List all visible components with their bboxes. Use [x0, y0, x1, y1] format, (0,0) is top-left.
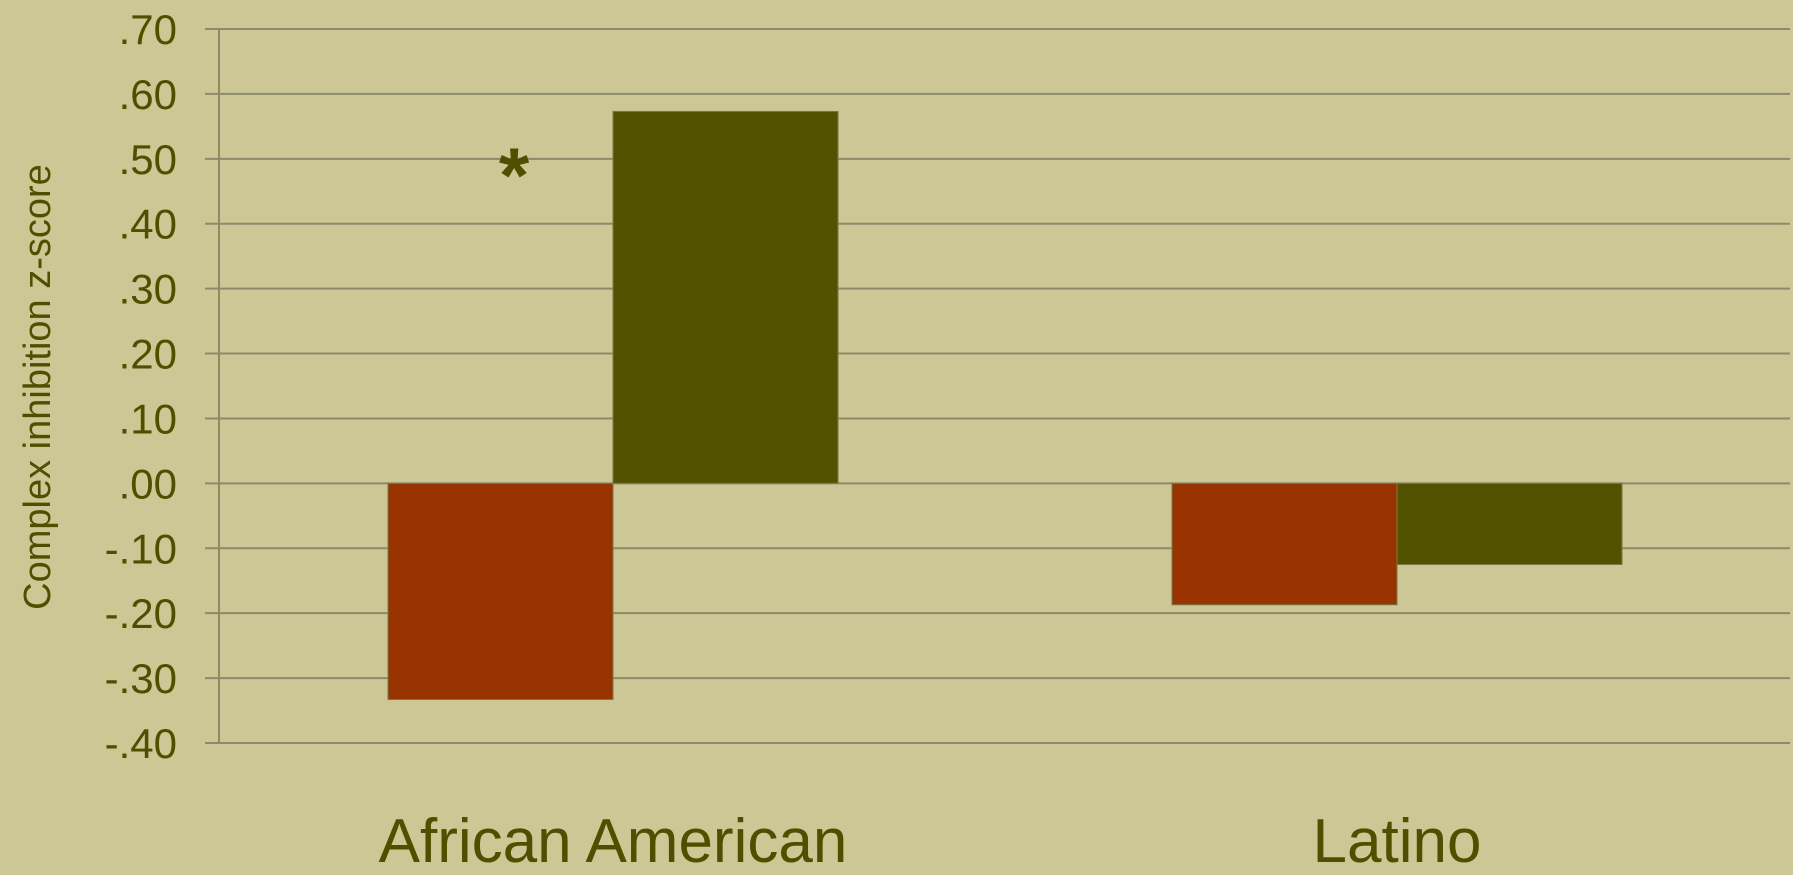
y-tick-labels: .70 .60 .50 .40 .30 .20 .10 .00 -.10 -.20 -.30 -.40 — [105, 6, 177, 767]
y-axis-label: Complex inhibition z-score — [17, 164, 59, 610]
y-tick-label: -.40 — [105, 720, 177, 767]
bar-african-american-series-2 — [612, 110, 839, 484]
y-tick-label: .70 — [119, 6, 177, 53]
category-label: Latino — [1313, 807, 1482, 875]
y-tick-label: .20 — [119, 331, 177, 378]
bar-latino-series-2 — [1396, 482, 1623, 566]
y-tick-label: .10 — [119, 395, 177, 442]
bars — [387, 110, 1623, 701]
y-tick-label: -.20 — [105, 590, 177, 637]
y-tick-label: -.10 — [105, 525, 177, 572]
category-label: African American — [379, 807, 848, 875]
y-tick-label: -.30 — [105, 655, 177, 702]
bar-african-american-series-1 — [387, 482, 614, 701]
y-tick-label: .40 — [119, 201, 177, 248]
bar-latino-series-1 — [1171, 482, 1398, 606]
significance-asterisk: * — [499, 131, 530, 219]
category-labels: African American Latino — [379, 807, 1482, 875]
y-tick-label: .00 — [119, 460, 177, 507]
annotations: * — [499, 131, 530, 219]
y-tick-label: .60 — [119, 71, 177, 118]
y-tick-label: .30 — [119, 266, 177, 313]
y-tick-label: .50 — [119, 136, 177, 183]
